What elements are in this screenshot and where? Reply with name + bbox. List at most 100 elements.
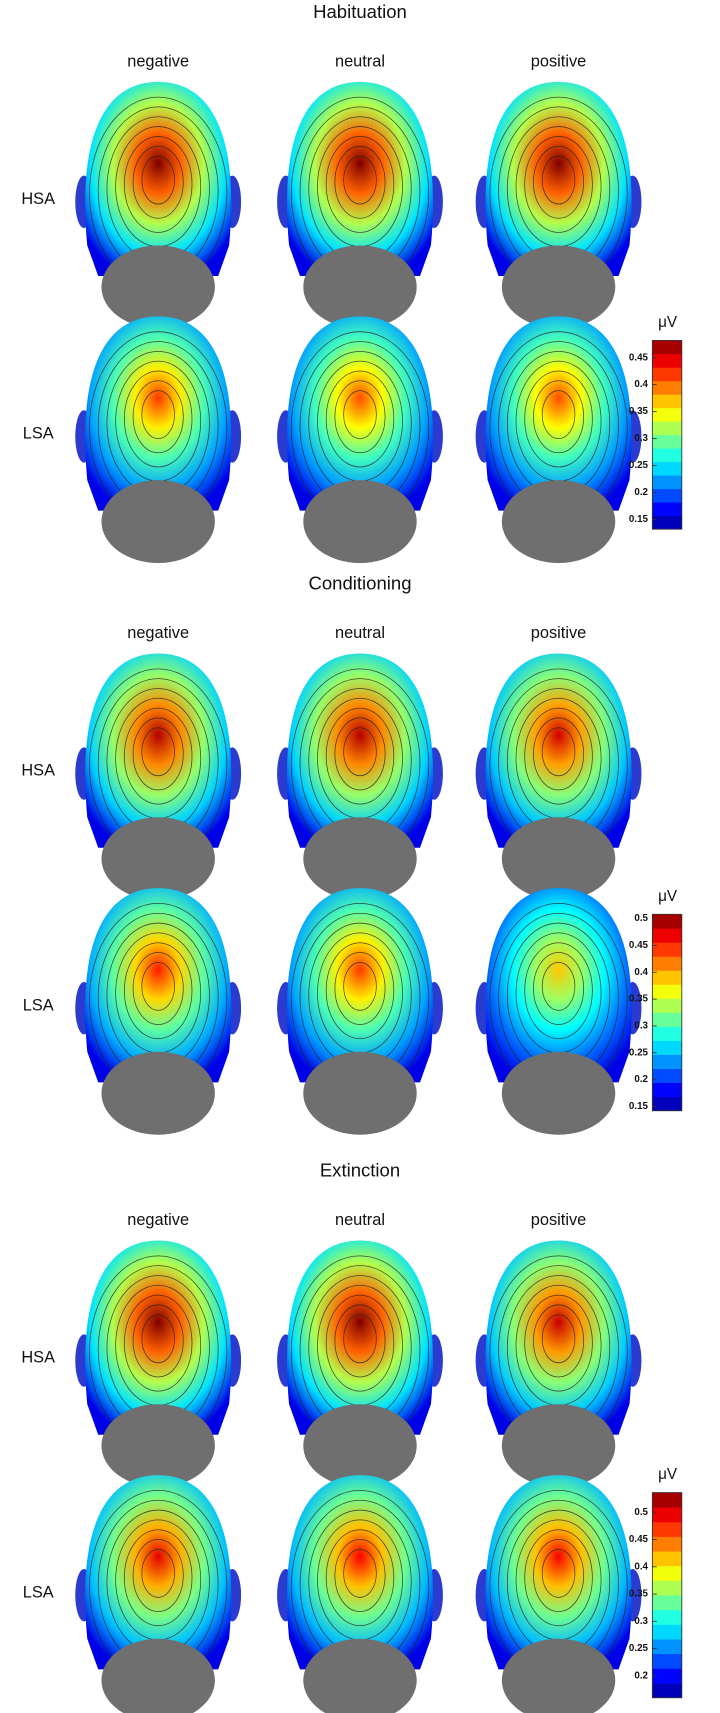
colorbar-frame xyxy=(651,339,683,530)
colorbar-tick-label: 0.45 xyxy=(629,352,649,363)
colorbar-band xyxy=(652,1565,682,1581)
neck xyxy=(101,1638,215,1713)
column-label: neutral xyxy=(335,53,385,71)
contour xyxy=(343,727,377,777)
contour xyxy=(132,145,184,219)
neck xyxy=(303,817,417,901)
colorbar-tick-label: 0.35 xyxy=(629,1589,649,1600)
contour xyxy=(123,136,193,233)
colorbar-band xyxy=(652,1536,682,1552)
colorbar-tick-label: 0.5 xyxy=(634,1507,648,1518)
colorbar-band xyxy=(652,448,682,463)
contour xyxy=(541,727,576,777)
colorbar-band xyxy=(652,475,682,490)
contour xyxy=(541,1548,576,1598)
neck xyxy=(101,1051,215,1135)
contour xyxy=(533,1304,585,1378)
head-map xyxy=(277,81,443,329)
contour xyxy=(343,390,377,439)
row-label: LSA xyxy=(23,1583,54,1601)
column-label: negative xyxy=(127,53,189,71)
scalp xyxy=(85,653,232,848)
scalp xyxy=(85,1240,232,1435)
colorbar-band xyxy=(652,1012,682,1027)
colorbar-band xyxy=(652,502,682,517)
scalp xyxy=(286,1475,434,1670)
scalp xyxy=(485,653,632,848)
colorbar-tick-label: 0.25 xyxy=(629,1643,649,1654)
colorbar-band xyxy=(652,1668,682,1684)
colorbar-band xyxy=(652,1653,682,1669)
colorbar-frame xyxy=(651,1492,683,1699)
colorbar-tick-label: 0.3 xyxy=(634,1021,648,1032)
contour xyxy=(334,1539,386,1612)
colorbar-band xyxy=(652,1040,682,1055)
colorbar-band xyxy=(652,1054,682,1069)
scalp xyxy=(286,653,434,848)
panel-title: Habituation xyxy=(313,1,407,22)
colorbar-tick-label: 0.15 xyxy=(629,1101,649,1112)
neck xyxy=(303,480,417,563)
contour xyxy=(533,380,585,454)
contour xyxy=(132,952,184,1025)
head-map xyxy=(75,888,242,1135)
colorbar-band xyxy=(652,998,682,1013)
scalp xyxy=(286,1240,434,1435)
neck xyxy=(501,1404,616,1488)
contour xyxy=(141,961,175,1011)
colorbar-band xyxy=(652,394,682,409)
contour xyxy=(123,370,193,468)
contour xyxy=(533,717,585,791)
contour xyxy=(524,707,593,805)
head-map xyxy=(75,653,242,901)
head-map xyxy=(277,1240,443,1488)
contour xyxy=(533,952,585,1025)
colorbar-tick-label: 0.35 xyxy=(629,994,649,1005)
contour xyxy=(334,952,386,1025)
contour xyxy=(132,1539,184,1612)
colorbar-tick-label: 0.45 xyxy=(629,1534,649,1545)
head-map xyxy=(475,81,642,329)
head-map xyxy=(277,653,443,901)
contour xyxy=(325,1529,395,1627)
colorbar-band xyxy=(652,1096,682,1112)
contour xyxy=(325,1294,395,1392)
colorbar-band xyxy=(652,956,682,971)
neck xyxy=(303,245,417,329)
row-label: LSA xyxy=(23,425,54,443)
colorbar-band xyxy=(652,1595,682,1611)
colorbar-band xyxy=(652,914,682,929)
contour xyxy=(533,1539,585,1612)
contour xyxy=(325,707,395,805)
head-map xyxy=(277,1475,443,1713)
colorbar-band xyxy=(652,353,682,368)
panel-title: Extinction xyxy=(320,1160,400,1181)
row-label: HSA xyxy=(21,1349,55,1367)
colorbar-tick-label: 0.5 xyxy=(634,913,648,924)
scalp xyxy=(286,81,434,277)
neck xyxy=(303,1638,417,1713)
column-label: negative xyxy=(127,624,189,642)
contour xyxy=(343,1314,377,1364)
contour xyxy=(123,1529,193,1627)
colorbar-unit: μV xyxy=(658,1466,678,1483)
colorbar-band xyxy=(652,1639,682,1655)
column-label: positive xyxy=(531,624,586,642)
contour xyxy=(524,942,593,1040)
neck xyxy=(101,817,215,901)
neck xyxy=(501,1051,616,1135)
head-map xyxy=(75,1240,242,1488)
panel-title: Conditioning xyxy=(308,573,411,594)
neck xyxy=(101,245,215,329)
head-map xyxy=(277,888,443,1135)
contour xyxy=(343,961,377,1011)
contour xyxy=(325,370,395,468)
contour xyxy=(123,942,193,1040)
head-map xyxy=(75,316,242,563)
colorbar-unit: μV xyxy=(658,888,678,905)
contour xyxy=(141,1314,175,1364)
head-map xyxy=(475,653,642,901)
contour xyxy=(334,145,386,219)
contour xyxy=(132,717,184,791)
scalp xyxy=(85,888,232,1083)
